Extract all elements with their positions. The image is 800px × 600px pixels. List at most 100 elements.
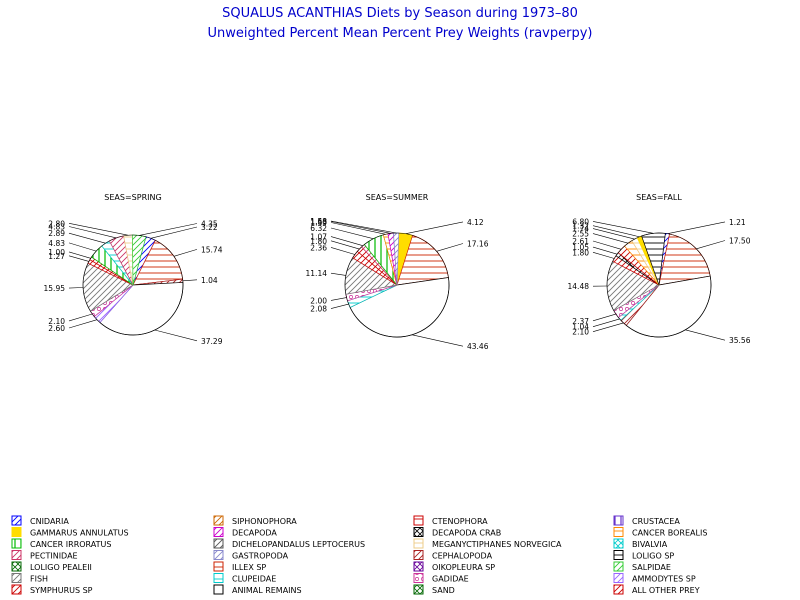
data-label: 1.74	[572, 225, 589, 234]
legend-swatch	[413, 561, 424, 572]
legend-item-dichelopandalus-leptocerus: DICHELOPANDALUS LEPTOCERUS	[213, 538, 365, 549]
chart-title: SQUALUS ACANTHIAS Diets by Season during…	[222, 6, 578, 21]
legend-swatch	[413, 538, 424, 549]
pie-outline	[344, 232, 450, 338]
data-label: 17.16	[467, 239, 489, 248]
data-label: 1.80	[572, 248, 589, 257]
legend-label: CTENOPHORA	[432, 517, 488, 526]
legend-swatch	[213, 550, 224, 560]
data-label: 2.89	[48, 229, 65, 238]
legend-item-decapoda-crab: DECAPODA CRAB	[413, 527, 501, 538]
leader-line	[139, 223, 198, 236]
legend-item-sand: SAND	[413, 584, 455, 595]
data-label: 6.32	[310, 224, 327, 233]
chart-subtitle: Unweighted Percent Mean Percent Prey Wei…	[208, 26, 593, 41]
legend-swatch	[413, 515, 424, 526]
data-label: 37.29	[201, 337, 223, 346]
legend-item-siphonophora: SIPHONOPHORA	[213, 515, 297, 526]
legend-swatch	[11, 561, 22, 572]
legend-swatch	[613, 584, 624, 595]
data-label: 43.46	[467, 342, 489, 351]
leader-line	[592, 240, 622, 250]
legend-swatch	[613, 561, 624, 572]
legend-label: LOLIGO PEALEII	[30, 563, 92, 572]
legend-swatch	[613, 527, 624, 537]
leader-line	[182, 279, 198, 282]
legend-item-cancer-irroratus: CANCER IRRORATUS	[11, 538, 111, 549]
legend-swatch	[613, 538, 624, 549]
data-label: 1.63	[310, 217, 327, 226]
data-label: 14.48	[568, 282, 590, 291]
legend-item-salpidae: SALPIDAE	[613, 561, 671, 572]
pie-title: SEAS=SUMMER	[366, 193, 429, 202]
leader-line	[592, 233, 629, 244]
leader-line	[592, 252, 615, 259]
legend-label: CANCER BOREALIS	[632, 529, 707, 538]
legend-swatch	[613, 515, 624, 526]
legend-item-illex-sp: ILLEX SP	[213, 561, 266, 572]
data-label: 17.50	[729, 236, 751, 245]
leader-line	[68, 232, 106, 244]
legend-label: PECTINIDAE	[30, 552, 78, 561]
leader-line	[330, 222, 386, 235]
leader-line	[68, 255, 89, 262]
legend-label: CNIDARIA	[30, 517, 69, 526]
data-label: 1.04	[201, 276, 218, 285]
data-label: 4.35	[201, 219, 218, 228]
leader-line	[173, 249, 198, 257]
legend-label: CEPHALOPODA	[432, 552, 493, 561]
legend-label: SYMPHURUS SP	[30, 586, 93, 595]
legend-swatch	[213, 584, 224, 595]
leader-line	[68, 319, 98, 329]
leader-line	[592, 322, 624, 332]
legend-swatch	[11, 584, 22, 595]
leader-line	[412, 334, 464, 347]
legend-label: CLUPEIDAE	[232, 575, 276, 584]
legend-item-decapoda: DECAPODA	[213, 527, 277, 538]
legend-label: SALPIDAE	[632, 563, 671, 572]
leader-line	[330, 220, 397, 234]
legend-item-cancer-borealis: CANCER BOREALIS	[613, 527, 707, 538]
leader-line	[696, 240, 726, 250]
legend-swatch	[11, 538, 22, 549]
leader-line	[330, 221, 391, 234]
legend-swatch	[213, 538, 224, 549]
legend-swatch	[613, 550, 624, 560]
data-label: 11.14	[306, 269, 328, 278]
data-label: 2.10	[48, 317, 65, 326]
legend-item-all-other-prey: ALL OTHER PREY	[613, 584, 700, 595]
legend-swatch	[213, 573, 224, 583]
leader-line	[330, 247, 355, 255]
data-label: 1.00	[48, 248, 65, 257]
data-label: 2.37	[572, 317, 589, 326]
pie-chart-seas-fall: SEAS=FALL 1.21 17.50 35.56 2.101.042.37 14.48…	[568, 193, 751, 345]
leader-line	[592, 313, 616, 322]
pie-title: SEAS=SPRING	[104, 193, 161, 202]
legend-label: CRUSTACEA	[632, 517, 680, 526]
leader-line	[685, 329, 726, 341]
legend-item-meganyctiphanes-norvegica: MEGANYCTIPHANES NORVEGICA	[413, 538, 562, 549]
legend: CNIDARIA SIPHONOPHORA CTENOPHORA CRUSTACEA G…	[11, 515, 707, 595]
data-label: 3.22	[201, 223, 218, 232]
legend-item-cephalopoda: CEPHALOPODA	[413, 550, 493, 561]
legend-swatch	[213, 561, 224, 572]
legend-label: GASTROPODA	[232, 552, 289, 561]
leader-line	[154, 329, 198, 342]
legend-swatch	[11, 573, 22, 583]
legend-label: SAND	[432, 586, 455, 595]
legend-item-pectinidae: PECTINIDAE	[11, 550, 78, 561]
data-label: 4.12	[467, 218, 484, 227]
legend-item-oikopleura-sp: OIKOPLEURA SP	[413, 561, 495, 572]
leader-line	[330, 272, 346, 276]
legend-swatch	[11, 527, 22, 537]
leader-line	[405, 221, 464, 234]
leader-line	[667, 221, 726, 234]
legend-item-loligo-sp: LOLIGO SP	[613, 550, 674, 561]
data-label: 15.95	[44, 284, 66, 293]
legend-item-fish: FISH	[11, 573, 48, 584]
leader-line	[68, 223, 129, 236]
data-label: 1.04	[572, 323, 589, 332]
legend-label: DECAPODA	[232, 529, 277, 538]
legend-swatch	[413, 550, 424, 560]
legend-swatch	[11, 550, 22, 560]
